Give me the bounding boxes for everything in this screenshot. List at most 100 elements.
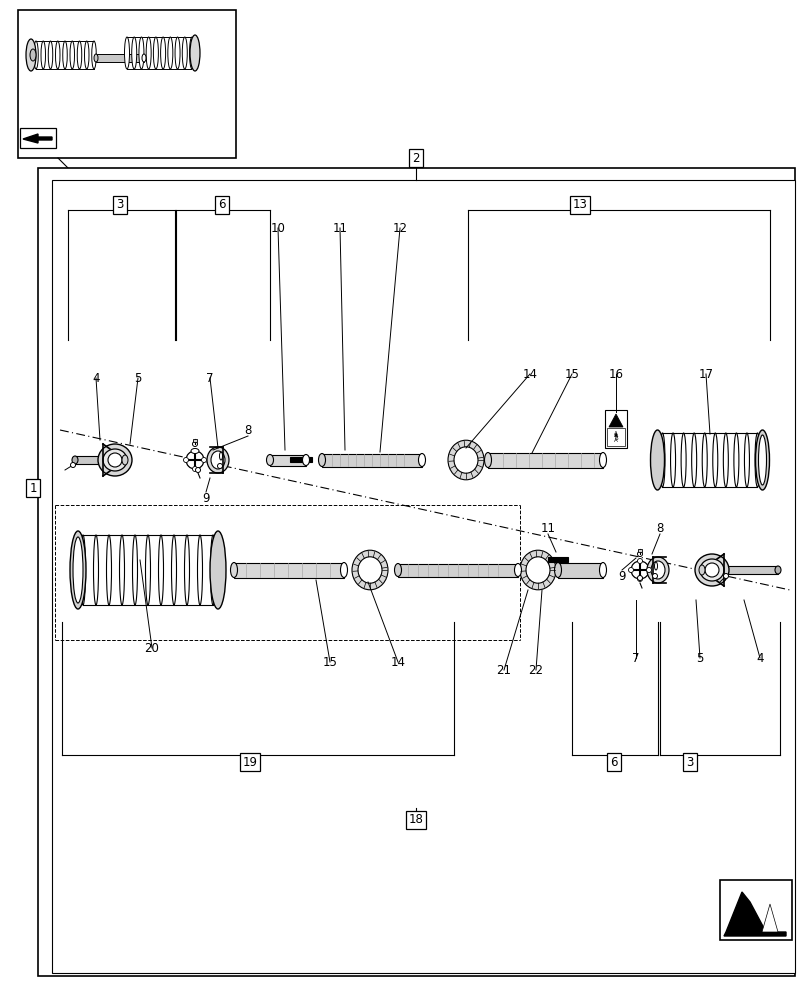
- Text: 3: 3: [116, 198, 123, 212]
- Ellipse shape: [84, 41, 89, 69]
- Text: 8: 8: [244, 424, 251, 436]
- Polygon shape: [23, 134, 52, 143]
- Ellipse shape: [351, 550, 388, 590]
- Bar: [719, 880, 791, 940]
- Ellipse shape: [161, 37, 165, 69]
- Text: 6: 6: [610, 756, 617, 768]
- Ellipse shape: [132, 535, 137, 605]
- Ellipse shape: [106, 535, 111, 605]
- Bar: [290, 457, 311, 462]
- Bar: [607, 428, 624, 446]
- Ellipse shape: [698, 565, 704, 575]
- Ellipse shape: [41, 41, 45, 69]
- Circle shape: [628, 568, 633, 572]
- Ellipse shape: [119, 535, 124, 605]
- Bar: [322, 454, 422, 466]
- Circle shape: [646, 568, 650, 572]
- Bar: [193, 439, 197, 442]
- Ellipse shape: [680, 433, 685, 487]
- Ellipse shape: [340, 562, 347, 578]
- Circle shape: [652, 574, 657, 578]
- Ellipse shape: [70, 41, 75, 69]
- Text: ▲
A: ▲ A: [613, 433, 617, 443]
- Ellipse shape: [124, 37, 129, 69]
- Bar: [557, 562, 603, 578]
- Text: 7: 7: [632, 652, 639, 664]
- Ellipse shape: [599, 452, 606, 468]
- Ellipse shape: [93, 535, 98, 605]
- Ellipse shape: [186, 451, 204, 469]
- Ellipse shape: [453, 447, 478, 473]
- Ellipse shape: [712, 433, 717, 487]
- Circle shape: [183, 458, 188, 462]
- Bar: [637, 549, 642, 552]
- Text: 4: 4: [755, 652, 763, 664]
- Bar: [547, 557, 568, 562]
- Bar: [38, 168, 794, 976]
- Text: 20: 20: [144, 642, 159, 654]
- Ellipse shape: [210, 535, 215, 605]
- Ellipse shape: [266, 454, 273, 466]
- Text: 3: 3: [685, 756, 693, 768]
- Text: 17: 17: [697, 367, 713, 380]
- Ellipse shape: [514, 564, 521, 576]
- Ellipse shape: [184, 535, 189, 605]
- Ellipse shape: [691, 433, 696, 487]
- Ellipse shape: [175, 37, 180, 69]
- Ellipse shape: [704, 563, 718, 577]
- Ellipse shape: [108, 453, 122, 467]
- Circle shape: [723, 574, 727, 578]
- Text: 8: 8: [655, 522, 663, 534]
- Ellipse shape: [98, 444, 132, 476]
- Ellipse shape: [158, 535, 163, 605]
- Text: 9: 9: [202, 491, 209, 504]
- Ellipse shape: [153, 37, 158, 69]
- Ellipse shape: [122, 455, 128, 465]
- Ellipse shape: [34, 41, 38, 69]
- Ellipse shape: [62, 41, 67, 69]
- Ellipse shape: [195, 468, 200, 473]
- Ellipse shape: [723, 433, 727, 487]
- Ellipse shape: [142, 54, 146, 62]
- Ellipse shape: [55, 41, 60, 69]
- Text: 2: 2: [412, 152, 419, 165]
- Ellipse shape: [210, 531, 225, 609]
- Ellipse shape: [70, 531, 86, 609]
- Text: 22: 22: [528, 664, 543, 676]
- Text: 18: 18: [408, 813, 423, 826]
- Text: 21: 21: [496, 664, 511, 676]
- Ellipse shape: [694, 554, 728, 586]
- Ellipse shape: [630, 561, 648, 579]
- Ellipse shape: [182, 37, 187, 69]
- Bar: [52, 180, 794, 973]
- Ellipse shape: [192, 442, 197, 446]
- Polygon shape: [761, 904, 777, 932]
- Ellipse shape: [646, 557, 668, 583]
- Text: 11: 11: [332, 222, 347, 234]
- Circle shape: [201, 458, 206, 462]
- Ellipse shape: [131, 37, 136, 69]
- Text: 5: 5: [696, 652, 703, 664]
- Ellipse shape: [448, 440, 483, 480]
- Text: 9: 9: [617, 570, 625, 582]
- Polygon shape: [723, 892, 785, 936]
- Bar: [96, 54, 144, 62]
- Ellipse shape: [30, 49, 36, 61]
- Ellipse shape: [48, 41, 53, 69]
- Circle shape: [217, 464, 222, 468]
- Polygon shape: [608, 414, 622, 427]
- Ellipse shape: [659, 433, 664, 487]
- Ellipse shape: [650, 430, 663, 490]
- Ellipse shape: [637, 552, 642, 556]
- Bar: [20, 128, 56, 148]
- Ellipse shape: [94, 54, 98, 62]
- Ellipse shape: [145, 535, 150, 605]
- Ellipse shape: [77, 41, 82, 69]
- Ellipse shape: [211, 451, 225, 469]
- Ellipse shape: [654, 562, 657, 570]
- Text: 13: 13: [572, 198, 586, 212]
- Ellipse shape: [418, 454, 425, 466]
- Ellipse shape: [358, 557, 381, 583]
- Bar: [397, 564, 517, 576]
- Ellipse shape: [103, 449, 127, 471]
